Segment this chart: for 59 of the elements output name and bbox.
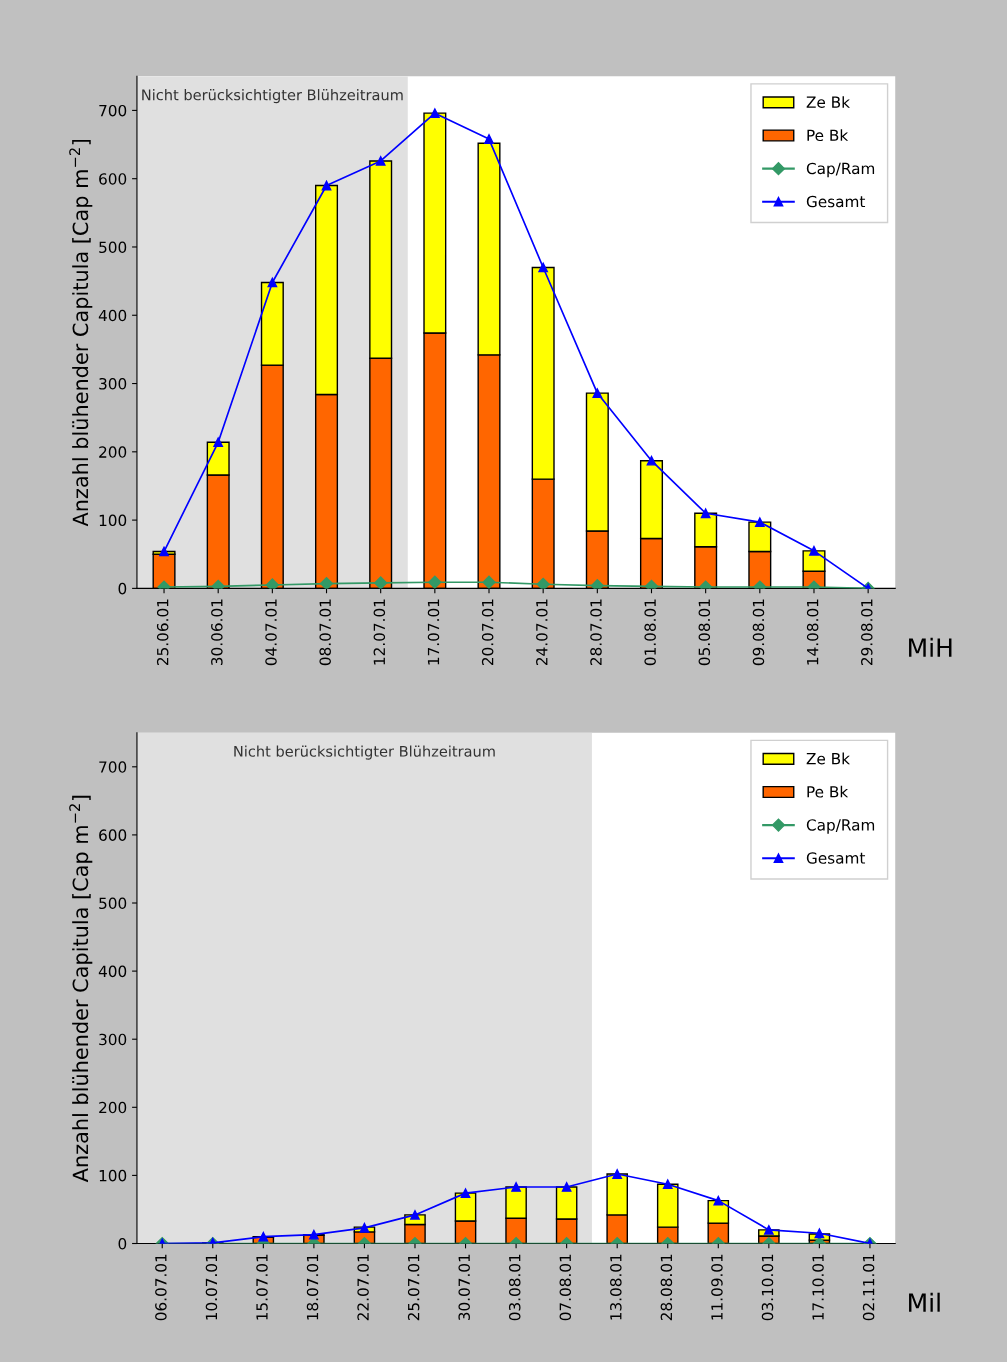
x-tick-label: 18.07.01 xyxy=(306,1254,319,1320)
y-tick-label: 500 xyxy=(99,241,127,253)
band-label: Nicht berücksichtigter Blühzeitraum xyxy=(234,745,495,760)
x-tick-label: 28.07.01 xyxy=(590,599,602,666)
x-tick-label: 25.06.01 xyxy=(156,599,169,666)
x-tick-label: 20.07.01 xyxy=(481,599,494,666)
x-tick-label: 03.10.01 xyxy=(761,1254,774,1321)
x-tick-label: 05.08.01 xyxy=(698,599,711,666)
y-tick-label: 0 xyxy=(118,1237,127,1250)
y-tick-label: 700 xyxy=(99,104,127,117)
legend-label: Gesamt xyxy=(806,195,866,208)
x-tick-label: 04.07.01 xyxy=(265,599,277,666)
legend-label: Pe Bk xyxy=(807,785,849,798)
legend-label: Gesamt xyxy=(806,852,866,864)
x-tick-label: 25.07.01 xyxy=(407,1254,420,1321)
x-tick-label: 30.07.01 xyxy=(458,1254,470,1321)
y-tick-label: 500 xyxy=(99,897,127,910)
x-tick-label: 14.08.01 xyxy=(806,599,819,665)
x-tick-label: 13.08.01 xyxy=(610,1254,622,1320)
x-tick-label: 11.09.01 xyxy=(711,1254,723,1320)
x-tick-label: 02.11.01 xyxy=(862,1254,875,1321)
legend-label: Pe Bk xyxy=(807,129,849,142)
x-tick-label: 07.08.01 xyxy=(559,1254,572,1321)
y-tick-label: 700 xyxy=(99,761,127,773)
x-tick-label: 29.08.01 xyxy=(861,599,873,666)
x-tick-label: 17.10.01 xyxy=(812,1254,824,1320)
band-label: Nicht berücksichtigter Blühzeitraum xyxy=(142,89,403,104)
x-tick-label: 08.07.01 xyxy=(319,599,331,666)
legend-label: Ze Bk xyxy=(806,752,850,765)
x-tick-label: 30.06.01 xyxy=(211,599,223,665)
x-tick-label: 12.07.01 xyxy=(373,599,386,665)
x-tick-label: 15.07.01 xyxy=(256,1254,268,1320)
x-tick-label: 09.08.01 xyxy=(752,599,765,666)
x-tick-label: 17.07.01 xyxy=(427,599,440,665)
y-tick-label: 200 xyxy=(99,1101,127,1114)
x-tick-label: 01.08.01 xyxy=(644,599,656,666)
text: Mil xyxy=(909,1292,940,1312)
y-tick-label: 300 xyxy=(99,378,127,390)
x-tick-label: 24.07.01 xyxy=(536,599,548,666)
x-tick-label: 28.08.01 xyxy=(660,1254,673,1321)
x-tick-label: 06.07.01 xyxy=(155,1254,167,1321)
y-tick-label: 600 xyxy=(99,173,127,185)
text: MiH xyxy=(909,637,952,657)
y-tick-label: 400 xyxy=(98,965,127,978)
legend-label: Ze Bk xyxy=(806,96,850,108)
y-tick-label: 600 xyxy=(99,829,127,841)
y-tick-label: 400 xyxy=(98,309,127,322)
y-axis-title: Anzahl blühender Capitula [Cap m$^{−2}$] xyxy=(69,139,93,527)
x-tick-label: 22.07.01 xyxy=(357,1254,369,1321)
legend-label: Cap/Ram xyxy=(806,819,875,834)
y-axis-title: Anzahl blühender Capitula [Cap m$^{−2}$] xyxy=(69,795,93,1183)
y-tick-label: 300 xyxy=(99,1033,127,1046)
y-tick-label: 200 xyxy=(99,446,127,458)
x-tick-label: 10.07.01 xyxy=(205,1254,218,1320)
x-tick-label: 03.08.01 xyxy=(508,1254,521,1321)
y-tick-label: 0 xyxy=(118,582,127,595)
y-tick-label: 100 xyxy=(99,514,127,527)
y-tick-label: 100 xyxy=(99,1169,127,1182)
legend-label: Cap/Ram xyxy=(806,162,875,178)
